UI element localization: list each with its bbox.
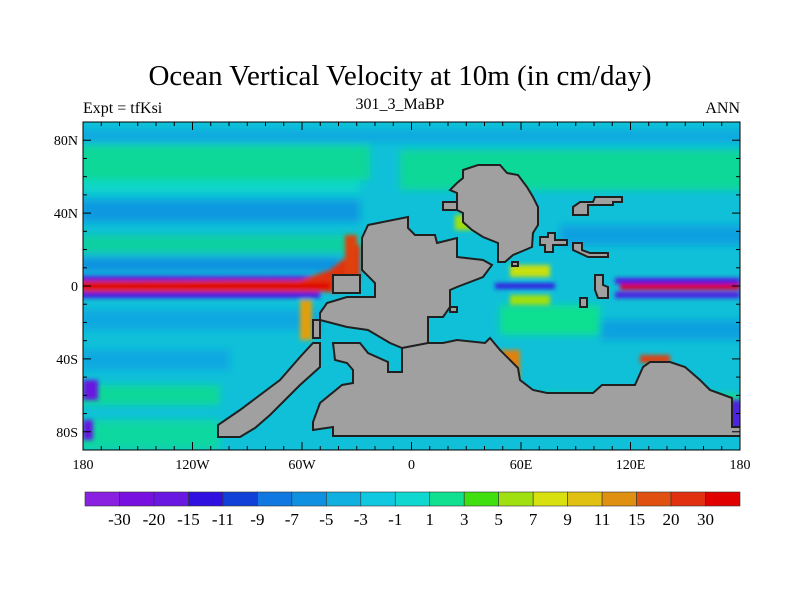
colorbar-swatch bbox=[705, 491, 741, 507]
colorbar-label: -30 bbox=[108, 510, 131, 529]
colorbar-label: 30 bbox=[697, 510, 714, 529]
colorbar-swatch bbox=[567, 491, 603, 507]
y-tick-label: 0 bbox=[71, 280, 78, 295]
colorbar-swatch bbox=[119, 491, 155, 507]
colorbar-swatch bbox=[153, 491, 189, 507]
land-island bbox=[332, 274, 361, 294]
plot-title: Ocean Vertical Velocity at 10m (in cm/da… bbox=[148, 60, 652, 92]
colorbar-swatch bbox=[188, 491, 224, 507]
x-tick-label: 180 bbox=[73, 458, 94, 473]
axis-ticks bbox=[83, 122, 740, 450]
colorbar-label: 15 bbox=[628, 510, 645, 529]
y-tick-label: 40N bbox=[54, 207, 78, 222]
experiment-label: Expt = tfKsi bbox=[83, 100, 163, 117]
colorbar-label: -7 bbox=[285, 510, 300, 529]
colorbar-swatch bbox=[463, 491, 499, 507]
land-western-peninsula bbox=[217, 342, 321, 438]
colorbar-label: -11 bbox=[212, 510, 234, 529]
colorbar-swatch bbox=[360, 491, 396, 507]
y-tick-label: 40S bbox=[56, 353, 78, 368]
colorbar-swatch bbox=[291, 491, 327, 507]
colorbar-swatch bbox=[429, 491, 465, 507]
colorbar: -30 -20 -15 -11 -9 -7 -5 -3 -1 1 3 5 7 9 11 15 20 30 bbox=[84, 491, 741, 529]
y-tick-label: 80N bbox=[54, 134, 78, 149]
land-masses bbox=[217, 164, 740, 438]
colorbar-swatch bbox=[326, 491, 362, 507]
velocity-field bbox=[83, 122, 740, 450]
land-island bbox=[442, 201, 458, 211]
colorbar-swatch bbox=[394, 491, 431, 507]
land-island bbox=[579, 297, 588, 308]
colorbar-swatch bbox=[257, 491, 293, 507]
colorbar-label: -3 bbox=[354, 510, 368, 529]
colorbar-label: 9 bbox=[563, 510, 572, 529]
land-island bbox=[572, 242, 609, 258]
x-tick-label: 120W bbox=[175, 458, 210, 473]
colorbar-swatch bbox=[498, 491, 534, 507]
land-island bbox=[511, 261, 519, 267]
colorbar-swatch bbox=[532, 491, 568, 507]
season-label: ANN bbox=[705, 100, 740, 117]
land-southern-continent bbox=[312, 336, 740, 437]
colorbar-label: -20 bbox=[143, 510, 166, 529]
land-island bbox=[449, 306, 458, 313]
colorbar-label: -1 bbox=[388, 510, 402, 529]
case-label: 301_3_MaBP bbox=[355, 96, 445, 113]
colorbar-swatch bbox=[601, 491, 637, 507]
x-tick-label: 0 bbox=[408, 458, 415, 473]
land-central-continent bbox=[319, 215, 494, 401]
colorbar-swatch bbox=[670, 491, 706, 507]
colorbar-label: -5 bbox=[319, 510, 333, 529]
colorbar-label: 5 bbox=[494, 510, 503, 529]
x-tick-label: 60W bbox=[288, 458, 316, 473]
colorbar-label: 7 bbox=[529, 510, 538, 529]
land-island bbox=[572, 196, 623, 216]
colorbar-label: 11 bbox=[594, 510, 610, 529]
y-tick-label: 80S bbox=[56, 426, 78, 441]
land-island bbox=[539, 232, 568, 253]
colorbar-label: 3 bbox=[460, 510, 469, 529]
x-tick-label: 180 bbox=[730, 458, 751, 473]
land-northern-continent bbox=[448, 164, 539, 263]
x-tick-label: 60E bbox=[510, 458, 533, 473]
x-tick-label: 120E bbox=[616, 458, 646, 473]
axis-labels: 180 120W 60W 0 60E 120E 180 80N 40N 0 40S 80S bbox=[54, 134, 751, 473]
land-island bbox=[312, 319, 321, 339]
colorbar-swatch bbox=[636, 491, 672, 507]
colorbar-label: -9 bbox=[250, 510, 264, 529]
colorbar-label: 20 bbox=[663, 510, 680, 529]
colorbar-label: -15 bbox=[177, 510, 200, 529]
colorbar-swatch bbox=[84, 491, 120, 507]
colorbar-label: 1 bbox=[425, 510, 434, 529]
land-island bbox=[594, 274, 609, 299]
colorbar-swatch bbox=[222, 491, 258, 507]
